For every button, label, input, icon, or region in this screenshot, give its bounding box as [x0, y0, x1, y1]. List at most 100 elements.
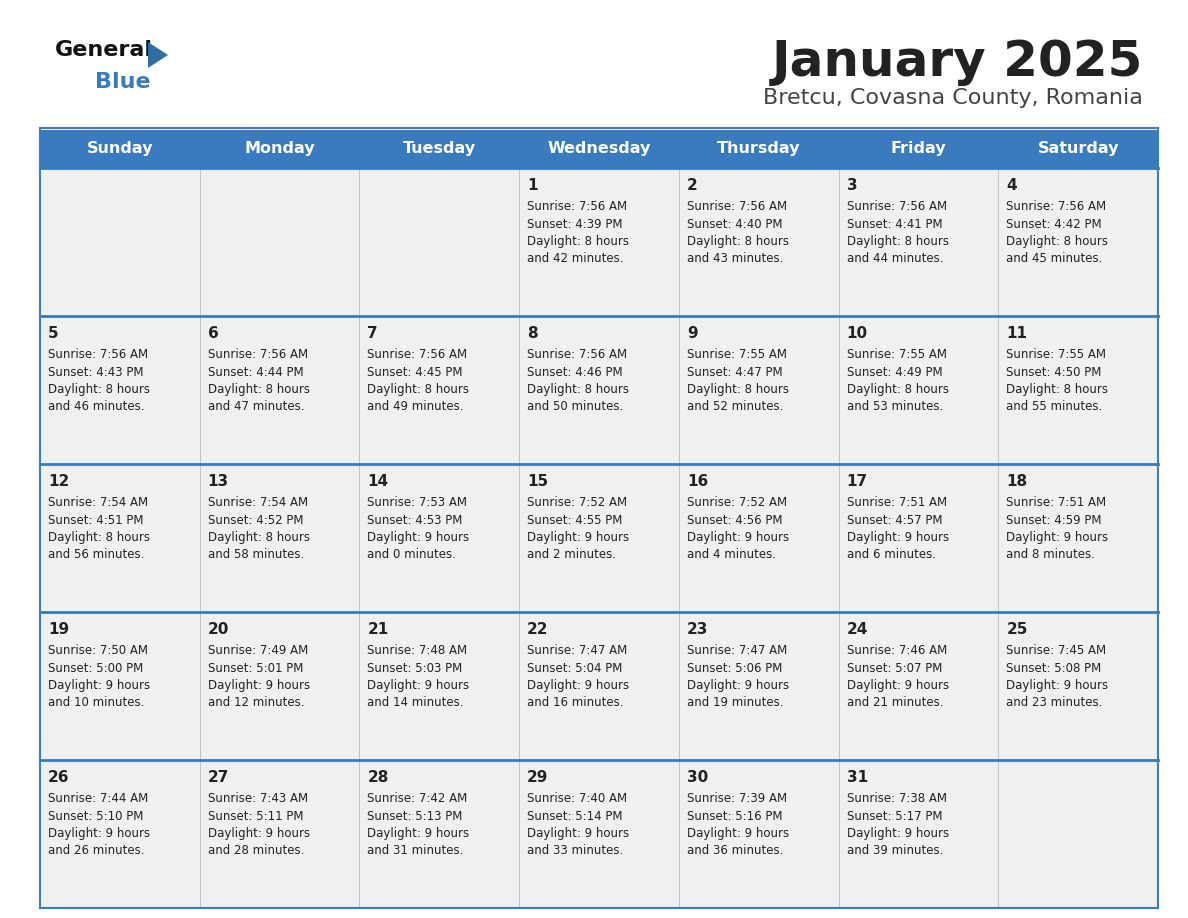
Bar: [839, 168, 998, 316]
Bar: [839, 464, 998, 612]
Text: 25: 25: [1006, 622, 1028, 637]
Text: Sunrise: 7:56 AM: Sunrise: 7:56 AM: [208, 348, 308, 361]
Text: Daylight: 8 hours: Daylight: 8 hours: [367, 383, 469, 396]
Text: and 58 minutes.: and 58 minutes.: [208, 548, 304, 562]
Bar: [678, 316, 839, 464]
Text: and 16 minutes.: and 16 minutes.: [527, 697, 624, 710]
Text: Monday: Monday: [245, 141, 315, 156]
Text: 21: 21: [367, 622, 388, 637]
Text: Daylight: 9 hours: Daylight: 9 hours: [687, 827, 789, 840]
Bar: [40, 464, 200, 612]
Text: Friday: Friday: [891, 141, 946, 156]
Text: and 45 minutes.: and 45 minutes.: [1006, 252, 1102, 265]
Text: Sunday: Sunday: [87, 141, 153, 156]
Bar: [998, 130, 1158, 168]
Text: Sunset: 4:59 PM: Sunset: 4:59 PM: [1006, 513, 1101, 527]
Text: Sunset: 4:39 PM: Sunset: 4:39 PM: [527, 218, 623, 230]
Text: 31: 31: [847, 770, 867, 785]
Text: 3: 3: [847, 178, 858, 193]
Text: Sunset: 4:49 PM: Sunset: 4:49 PM: [847, 365, 942, 378]
Text: Daylight: 9 hours: Daylight: 9 hours: [1006, 531, 1108, 544]
Text: and 19 minutes.: and 19 minutes.: [687, 697, 783, 710]
Text: Sunrise: 7:38 AM: Sunrise: 7:38 AM: [847, 792, 947, 805]
Text: and 46 minutes.: and 46 minutes.: [48, 400, 145, 413]
Bar: [519, 760, 678, 908]
Bar: [360, 316, 519, 464]
Text: Daylight: 9 hours: Daylight: 9 hours: [208, 679, 310, 692]
Text: Sunset: 5:13 PM: Sunset: 5:13 PM: [367, 810, 463, 823]
Bar: [40, 612, 200, 760]
Text: Sunrise: 7:56 AM: Sunrise: 7:56 AM: [367, 348, 468, 361]
Bar: [519, 130, 678, 168]
Bar: [839, 760, 998, 908]
Text: Thursday: Thursday: [718, 141, 801, 156]
Bar: [678, 130, 839, 168]
Text: and 14 minutes.: and 14 minutes.: [367, 697, 465, 710]
Text: Daylight: 9 hours: Daylight: 9 hours: [847, 531, 949, 544]
Text: and 36 minutes.: and 36 minutes.: [687, 845, 783, 857]
Text: and 55 minutes.: and 55 minutes.: [1006, 400, 1102, 413]
Text: Daylight: 8 hours: Daylight: 8 hours: [48, 383, 150, 396]
Text: Sunrise: 7:47 AM: Sunrise: 7:47 AM: [527, 644, 627, 657]
Text: 12: 12: [48, 474, 69, 489]
Text: and 28 minutes.: and 28 minutes.: [208, 845, 304, 857]
Text: Sunset: 5:06 PM: Sunset: 5:06 PM: [687, 662, 782, 675]
Text: 14: 14: [367, 474, 388, 489]
Text: 13: 13: [208, 474, 229, 489]
Text: and 2 minutes.: and 2 minutes.: [527, 548, 617, 562]
Bar: [678, 168, 839, 316]
Bar: [519, 316, 678, 464]
Text: 15: 15: [527, 474, 549, 489]
Text: and 21 minutes.: and 21 minutes.: [847, 697, 943, 710]
Text: and 6 minutes.: and 6 minutes.: [847, 548, 936, 562]
Text: Bretcu, Covasna County, Romania: Bretcu, Covasna County, Romania: [763, 88, 1143, 108]
Text: Daylight: 8 hours: Daylight: 8 hours: [527, 235, 630, 248]
Text: Sunset: 5:10 PM: Sunset: 5:10 PM: [48, 810, 144, 823]
Text: 28: 28: [367, 770, 388, 785]
Text: Daylight: 9 hours: Daylight: 9 hours: [687, 679, 789, 692]
Bar: [360, 168, 519, 316]
Text: 1: 1: [527, 178, 538, 193]
Text: Daylight: 9 hours: Daylight: 9 hours: [48, 679, 150, 692]
Text: 10: 10: [847, 326, 867, 341]
Bar: [200, 316, 360, 464]
Text: Daylight: 8 hours: Daylight: 8 hours: [208, 383, 310, 396]
Text: 16: 16: [687, 474, 708, 489]
Text: Sunset: 4:43 PM: Sunset: 4:43 PM: [48, 365, 144, 378]
Bar: [200, 130, 360, 168]
Text: Daylight: 9 hours: Daylight: 9 hours: [367, 827, 469, 840]
Text: Sunset: 4:51 PM: Sunset: 4:51 PM: [48, 513, 144, 527]
Text: 6: 6: [208, 326, 219, 341]
Text: Daylight: 9 hours: Daylight: 9 hours: [1006, 679, 1108, 692]
Text: and 49 minutes.: and 49 minutes.: [367, 400, 465, 413]
Text: Sunrise: 7:48 AM: Sunrise: 7:48 AM: [367, 644, 468, 657]
Text: Sunset: 5:17 PM: Sunset: 5:17 PM: [847, 810, 942, 823]
Text: and 4 minutes.: and 4 minutes.: [687, 548, 776, 562]
Text: Saturday: Saturday: [1037, 141, 1119, 156]
Text: Sunrise: 7:56 AM: Sunrise: 7:56 AM: [48, 348, 148, 361]
Bar: [678, 464, 839, 612]
Bar: [839, 612, 998, 760]
Bar: [40, 760, 200, 908]
Text: Sunset: 5:03 PM: Sunset: 5:03 PM: [367, 662, 462, 675]
Text: Sunset: 4:55 PM: Sunset: 4:55 PM: [527, 513, 623, 527]
Bar: [40, 168, 200, 316]
Text: Sunset: 5:01 PM: Sunset: 5:01 PM: [208, 662, 303, 675]
Text: 11: 11: [1006, 326, 1028, 341]
Text: Sunrise: 7:56 AM: Sunrise: 7:56 AM: [1006, 200, 1106, 213]
Text: Sunrise: 7:51 AM: Sunrise: 7:51 AM: [847, 496, 947, 509]
Text: Sunset: 4:46 PM: Sunset: 4:46 PM: [527, 365, 623, 378]
Bar: [839, 130, 998, 168]
Text: Daylight: 8 hours: Daylight: 8 hours: [687, 235, 789, 248]
Text: 23: 23: [687, 622, 708, 637]
Text: Blue: Blue: [95, 72, 151, 92]
Text: Daylight: 8 hours: Daylight: 8 hours: [208, 531, 310, 544]
Text: Sunrise: 7:56 AM: Sunrise: 7:56 AM: [527, 200, 627, 213]
Text: Sunrise: 7:55 AM: Sunrise: 7:55 AM: [847, 348, 947, 361]
Text: and 23 minutes.: and 23 minutes.: [1006, 697, 1102, 710]
Text: 9: 9: [687, 326, 697, 341]
Text: Sunset: 4:50 PM: Sunset: 4:50 PM: [1006, 365, 1101, 378]
Text: 18: 18: [1006, 474, 1028, 489]
Text: Sunset: 4:52 PM: Sunset: 4:52 PM: [208, 513, 303, 527]
Text: 20: 20: [208, 622, 229, 637]
